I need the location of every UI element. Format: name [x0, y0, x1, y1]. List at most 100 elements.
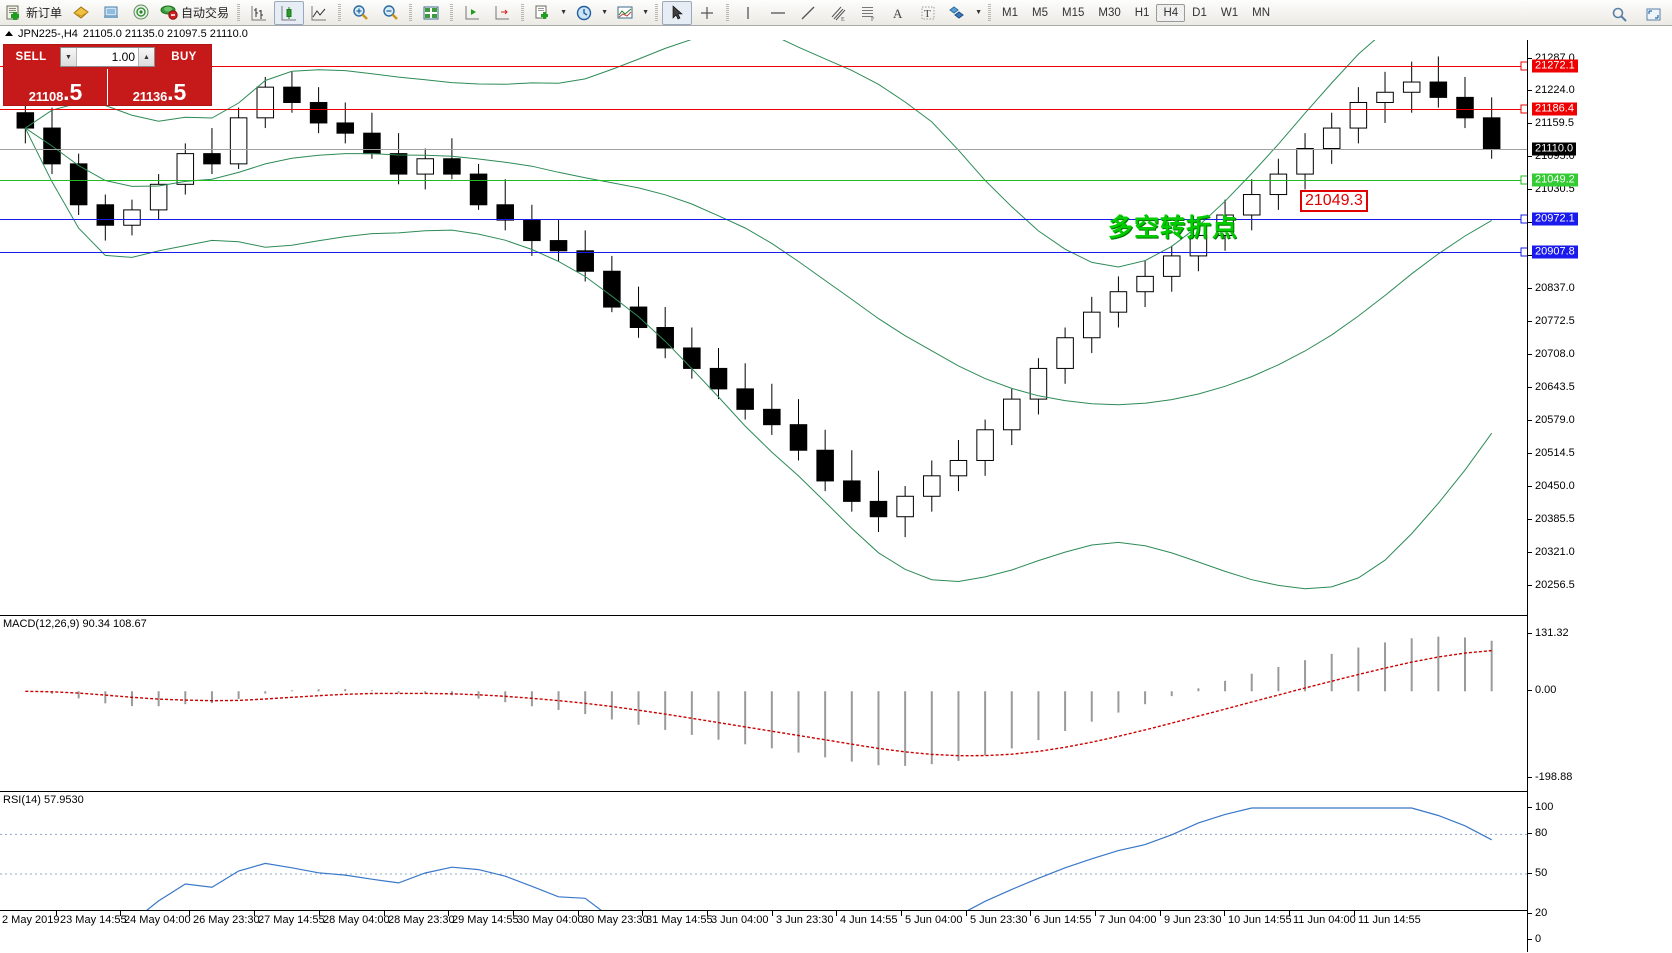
bar-chart-button[interactable] [244, 1, 274, 25]
price-level-line[interactable] [0, 179, 1528, 181]
timeframe-mn[interactable]: MN [1252, 6, 1270, 19]
chart-shift-button[interactable] [457, 1, 487, 25]
toolbar-right-group [1604, 2, 1668, 26]
timeframe-m30[interactable]: M30 [1098, 6, 1121, 19]
chart-annotation-text[interactable]: 多空转折点 [1108, 213, 1239, 242]
period-dropdown-arrow[interactable]: ▼ [601, 9, 608, 16]
sell-button[interactable]: SELL [15, 51, 47, 63]
trendline-button[interactable] [793, 1, 823, 25]
toolbar-separator [726, 3, 730, 22]
cursor-button[interactable] [662, 0, 693, 25]
text-label-button[interactable]: T [913, 1, 943, 25]
candle-body [1429, 81, 1448, 98]
price-level-line[interactable] [0, 219, 1528, 221]
price-axis-tick-label: 20450.0 [1535, 480, 1575, 493]
buy-price-integer: 21136 [132, 89, 168, 104]
zoom-in-button[interactable] [345, 1, 375, 25]
time-axis-label: 11 Jun 14:55 [1358, 914, 1421, 926]
buy-button[interactable]: BUY [171, 51, 197, 63]
indicators-button[interactable] [610, 1, 640, 25]
price-level-tag[interactable]: 21049.2 [1532, 173, 1578, 187]
volume-value[interactable]: 1.00 [111, 50, 135, 64]
mql5-community-button[interactable] [96, 1, 126, 25]
price-axis-tick [1528, 519, 1532, 521]
candlestick-chart-button[interactable] [274, 0, 305, 25]
toolbar-separator [409, 3, 413, 22]
timeframe-m15[interactable]: M15 [1062, 6, 1085, 19]
time-axis-tick [966, 911, 967, 916]
candle-body [576, 250, 594, 272]
auto-scroll-button[interactable] [487, 1, 517, 25]
timeframe-w1[interactable]: W1 [1220, 6, 1239, 19]
candle-body [96, 204, 115, 226]
rsi-axis-tick-label: 0 [1535, 933, 1542, 945]
rsi-axis-tick-label: 20 [1535, 906, 1548, 919]
timeframe-h4[interactable]: H4 [1156, 3, 1186, 22]
price-level-line[interactable] [0, 65, 1528, 67]
macd-pane[interactable]: MACD(12,26,9) 90.34 108.67 [0, 615, 1672, 791]
indicators-dropdown-arrow[interactable]: ▼ [642, 9, 649, 16]
expert-advisors-button[interactable] [66, 1, 96, 25]
price-level-line[interactable] [0, 148, 1528, 150]
fibonacci-button[interactable]: F [853, 1, 883, 25]
price-axis-tick-label: 20708.0 [1535, 348, 1575, 361]
text-button[interactable]: A [883, 1, 913, 25]
timeframe-h1[interactable]: H1 [1134, 6, 1150, 19]
candle-body [1456, 96, 1474, 119]
equidistant-channel-button[interactable]: E [823, 1, 853, 25]
timeframe-m1[interactable]: M1 [1002, 6, 1019, 19]
time-axis[interactable]: 2 May 2019 23 May 14:55 24 May 04:00 26 May… [0, 910, 1672, 952]
volume-decrease-icon[interactable]: ▼ [61, 48, 77, 66]
line-chart-icon [311, 5, 327, 20]
price-level-tag[interactable]: 20972.1 [1532, 212, 1578, 226]
last-price-tag[interactable]: 21110.0 [1532, 142, 1577, 156]
time-axis-label: 6 Jun 14:55 [1034, 914, 1092, 926]
line-chart-button[interactable] [304, 1, 334, 25]
zoom-out-button[interactable] [375, 1, 405, 25]
time-axis-tick [1224, 911, 1225, 916]
data-window-button[interactable] [416, 1, 446, 25]
volume-stepper[interactable]: ▼ 1.00 ▲ [60, 47, 155, 67]
period-button[interactable] [569, 1, 599, 25]
autotrading-label: 自动交易 [181, 6, 230, 20]
price-axis[interactable]: 21287.021224.021159.521095.021030.520966… [1527, 40, 1672, 952]
price-level-tag[interactable]: 21272.1 [1532, 59, 1578, 73]
vertical-line-button[interactable] [733, 1, 763, 25]
price-axis-tick [1528, 585, 1532, 586]
collapse-arrow-icon[interactable] [5, 31, 13, 36]
search-button[interactable] [1604, 2, 1634, 26]
price-level-line[interactable] [0, 109, 1528, 111]
fullscreen-icon [1646, 8, 1660, 20]
crosshair-icon [701, 6, 714, 19]
timeframe-m5[interactable]: M5 [1032, 6, 1048, 19]
sell-price[interactable]: 21108.5 [4, 69, 107, 105]
candlestick-chart-icon [281, 5, 297, 20]
autotrading-button[interactable]: 自动交易 [156, 1, 233, 25]
price-axis-tick [1528, 387, 1532, 389]
horizontal-line-button[interactable] [763, 1, 793, 25]
new-order-button[interactable]: 新订单 [2, 1, 66, 25]
price-level-tag[interactable]: 21186.4 [1532, 102, 1577, 116]
price-level-tag[interactable]: 20907.8 [1532, 245, 1578, 259]
templates-dropdown-arrow[interactable]: ▼ [560, 9, 567, 16]
annotation-price-label[interactable]: 21049.3 [1300, 190, 1368, 212]
signals-button[interactable] [126, 1, 156, 25]
price-pane[interactable] [0, 40, 1672, 614]
fullscreen-button[interactable] [1638, 2, 1668, 26]
buy-price[interactable]: 21136.5 [107, 69, 211, 105]
rsi-axis-tick [1528, 807, 1532, 808]
candle-body [1056, 337, 1074, 369]
price-axis-tick [1528, 288, 1532, 290]
candle-body [1162, 255, 1181, 277]
volume-increase-icon[interactable]: ▲ [138, 48, 154, 66]
vertical-line-icon [747, 6, 749, 19]
time-axis-tick [901, 911, 902, 916]
objects-dropdown-arrow[interactable]: ▼ [975, 9, 982, 16]
timeframe-d1[interactable]: D1 [1192, 6, 1207, 19]
objects-button[interactable] [943, 1, 973, 25]
price-level-line[interactable] [0, 251, 1528, 253]
price-axis-tick [1528, 222, 1532, 224]
crosshair-button[interactable] [692, 1, 722, 25]
templates-button[interactable] [528, 1, 558, 25]
chart-area[interactable]: MACD(12,26,9) 90.34 108.67 RSI(14) 57.95… [0, 40, 1672, 952]
